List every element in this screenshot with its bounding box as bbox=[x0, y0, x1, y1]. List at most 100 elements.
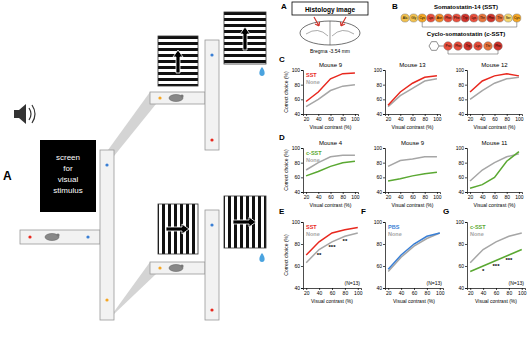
legend-entry: SST bbox=[306, 72, 317, 78]
x-axis: 20406080100 bbox=[386, 288, 445, 296]
x-tick: 20 bbox=[386, 114, 392, 122]
screen-text: for bbox=[63, 164, 73, 173]
legend: SSTNone bbox=[306, 224, 320, 237]
y-tick-mark bbox=[465, 148, 467, 149]
y-axis-line bbox=[301, 223, 304, 289]
legend: SSTNone bbox=[306, 72, 320, 85]
mouse bbox=[45, 234, 59, 241]
x-tick: 80 bbox=[340, 192, 346, 200]
y-tick: 40 bbox=[376, 189, 385, 195]
x-tick: 40 bbox=[399, 288, 405, 296]
y-tick-mark bbox=[301, 163, 303, 164]
y-tick-label: 40 bbox=[376, 111, 382, 117]
y-tick: 100 bbox=[292, 145, 303, 151]
y-tick: 40 bbox=[458, 285, 467, 291]
y-tick-label: 60 bbox=[294, 174, 300, 180]
y-tick: 40 bbox=[458, 111, 467, 117]
chart: 20406080100406080100Mouse 9CVisual contr… bbox=[279, 55, 360, 130]
x-axis-title: Visual contrast (%) bbox=[310, 124, 352, 130]
x-tick-label: 80 bbox=[340, 116, 346, 122]
y-tick-mark bbox=[465, 222, 467, 223]
histology-box bbox=[292, 2, 368, 15]
x-tick: 100 bbox=[515, 192, 524, 200]
x-axis: 20406080100 bbox=[468, 114, 524, 122]
chart: 20406080100406080100Mouse 13Visual contr… bbox=[374, 62, 442, 130]
arrow bbox=[166, 224, 189, 234]
connector bbox=[108, 262, 156, 320]
y-tick-mark bbox=[465, 266, 467, 267]
floor-dot bbox=[158, 266, 161, 269]
x-tick: 20 bbox=[468, 192, 474, 200]
y-tick: 80 bbox=[458, 160, 467, 166]
x-tick: 100 bbox=[351, 192, 360, 200]
y-tick: 60 bbox=[294, 96, 303, 102]
speaker-cone bbox=[19, 104, 26, 124]
y-tick-label: 60 bbox=[294, 96, 300, 102]
ring-link bbox=[439, 46, 444, 47]
y-tick-label: 40 bbox=[458, 111, 464, 117]
arrow bbox=[173, 50, 183, 73]
x-tick: 60 bbox=[330, 288, 336, 296]
x-tick-label: 80 bbox=[340, 194, 346, 200]
y-axis: 406080100 bbox=[456, 145, 468, 195]
residue bbox=[444, 14, 452, 22]
x-tick-label: 60 bbox=[328, 194, 334, 200]
y-tick: 100 bbox=[456, 219, 467, 225]
residue-label: Trp bbox=[463, 16, 468, 20]
x-tick-label: 80 bbox=[425, 290, 431, 296]
disulfide-bond bbox=[422, 21, 517, 27]
residue bbox=[453, 14, 461, 22]
series-line bbox=[470, 74, 519, 92]
x-tick-label: 40 bbox=[481, 290, 487, 296]
panel-label: F bbox=[361, 207, 366, 216]
x-tick: 20 bbox=[304, 288, 310, 296]
y-tick: 40 bbox=[294, 285, 303, 291]
figure: AscreenforvisualstimulusAHistology image… bbox=[0, 0, 531, 360]
x-axis: 20406080100 bbox=[468, 192, 524, 200]
y-axis-line bbox=[301, 71, 304, 115]
residue bbox=[401, 14, 409, 22]
x-tick-label: 80 bbox=[422, 116, 428, 122]
mouse-ear bbox=[180, 264, 183, 267]
y-tick-label: 80 bbox=[458, 82, 464, 88]
y-axis: 406080100 bbox=[292, 219, 304, 291]
x-tick: 80 bbox=[340, 114, 346, 122]
series-line bbox=[470, 152, 519, 189]
residue bbox=[454, 42, 463, 51]
benzene-ring bbox=[429, 42, 439, 51]
x-tick: 80 bbox=[504, 192, 510, 200]
screen-text: stimulus bbox=[53, 186, 82, 195]
residue bbox=[487, 14, 495, 22]
plot-area bbox=[306, 155, 355, 176]
y-tick-label: 100 bbox=[374, 67, 383, 73]
x-tick-label: 20 bbox=[468, 116, 474, 122]
y-tick-label: 60 bbox=[458, 263, 464, 269]
series-line bbox=[470, 250, 522, 272]
residue bbox=[478, 14, 486, 22]
x-tick: 20 bbox=[304, 114, 310, 122]
y-axis-title: Correct choice (%) bbox=[283, 71, 289, 113]
y-tick-label: 80 bbox=[376, 82, 382, 88]
y-axis-line bbox=[383, 71, 386, 115]
y-tick: 40 bbox=[294, 111, 303, 117]
x-tick: 60 bbox=[410, 192, 416, 200]
residue-label: Cys bbox=[514, 16, 520, 20]
y-axis: 406080100 bbox=[292, 145, 304, 195]
x-tick: 20 bbox=[386, 288, 392, 296]
y-tick-label: 60 bbox=[376, 96, 382, 102]
y-tick-label: 40 bbox=[458, 189, 464, 195]
y-tick-mark bbox=[301, 114, 303, 115]
x-tick: 20 bbox=[304, 192, 310, 200]
y-tick-mark bbox=[383, 114, 385, 115]
y-axis-line bbox=[465, 149, 468, 193]
x-axis-title: Visual contrast (%) bbox=[311, 298, 353, 304]
y-tick-mark bbox=[465, 114, 467, 115]
cyclic-bond bbox=[448, 50, 498, 54]
y-tick-mark bbox=[301, 148, 303, 149]
residue bbox=[484, 42, 493, 51]
sound-wave bbox=[32, 105, 35, 123]
legend: c-SSTNone bbox=[470, 224, 486, 237]
residue-label: Lys bbox=[471, 16, 476, 20]
water-drop bbox=[259, 253, 264, 262]
y-tick-mark bbox=[383, 288, 385, 289]
